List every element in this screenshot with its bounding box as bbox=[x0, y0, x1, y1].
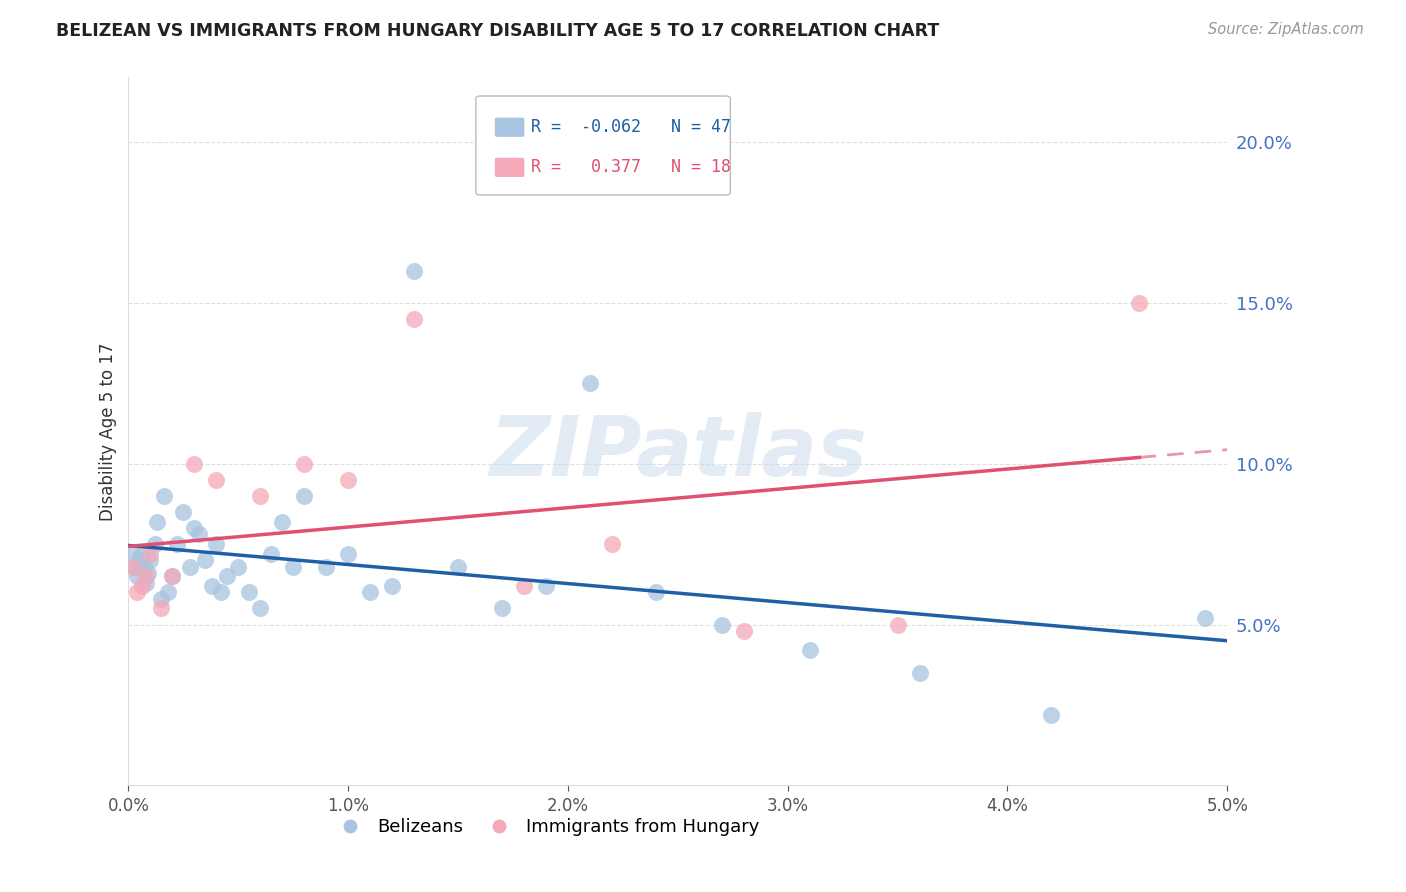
Point bbox=[381, 579, 404, 593]
Point bbox=[228, 559, 250, 574]
Point bbox=[131, 579, 153, 593]
Y-axis label: Disability Age 5 to 17: Disability Age 5 to 17 bbox=[100, 343, 117, 521]
Point bbox=[146, 515, 169, 529]
Point bbox=[183, 457, 205, 471]
Point bbox=[150, 601, 173, 615]
Point bbox=[315, 559, 337, 574]
Point bbox=[128, 553, 150, 567]
Point bbox=[491, 601, 513, 615]
Point bbox=[513, 579, 536, 593]
Point bbox=[209, 585, 232, 599]
Point bbox=[710, 617, 733, 632]
Point bbox=[404, 311, 426, 326]
Text: BELIZEAN VS IMMIGRANTS FROM HUNGARY DISABILITY AGE 5 TO 17 CORRELATION CHART: BELIZEAN VS IMMIGRANTS FROM HUNGARY DISA… bbox=[56, 22, 939, 40]
Point bbox=[157, 585, 180, 599]
Point bbox=[886, 617, 908, 632]
Point bbox=[150, 591, 173, 606]
Point bbox=[127, 569, 149, 583]
Point bbox=[292, 489, 315, 503]
Point bbox=[162, 569, 184, 583]
Point bbox=[205, 473, 228, 487]
Point bbox=[135, 569, 157, 583]
Point bbox=[733, 624, 755, 638]
Point bbox=[132, 559, 155, 574]
Point bbox=[135, 575, 157, 590]
Point bbox=[271, 515, 294, 529]
Point bbox=[908, 665, 931, 680]
Point bbox=[152, 489, 174, 503]
Point bbox=[121, 559, 143, 574]
Point bbox=[172, 505, 194, 519]
Point bbox=[201, 579, 224, 593]
Point bbox=[121, 547, 143, 561]
Point bbox=[359, 585, 381, 599]
Point bbox=[238, 585, 260, 599]
Text: R =   0.377   N = 18: R = 0.377 N = 18 bbox=[530, 159, 731, 177]
Point bbox=[205, 537, 228, 551]
Point bbox=[1128, 295, 1150, 310]
Point bbox=[579, 376, 602, 391]
Point bbox=[249, 601, 271, 615]
Point bbox=[283, 559, 305, 574]
Point bbox=[292, 457, 315, 471]
Point bbox=[337, 547, 360, 561]
Point bbox=[183, 521, 205, 535]
Point bbox=[162, 569, 184, 583]
Point bbox=[139, 547, 162, 561]
Point bbox=[337, 473, 360, 487]
Point bbox=[249, 489, 271, 503]
Legend: Belizeans, Immigrants from Hungary: Belizeans, Immigrants from Hungary bbox=[325, 811, 768, 844]
Point bbox=[404, 263, 426, 277]
Point bbox=[260, 547, 283, 561]
Point bbox=[1040, 707, 1063, 722]
Point bbox=[1194, 611, 1216, 625]
Point bbox=[447, 559, 470, 574]
Point bbox=[799, 643, 821, 657]
Point bbox=[534, 579, 557, 593]
Point bbox=[127, 585, 149, 599]
Point bbox=[139, 553, 162, 567]
Point bbox=[166, 537, 188, 551]
Text: Source: ZipAtlas.com: Source: ZipAtlas.com bbox=[1208, 22, 1364, 37]
Point bbox=[644, 585, 666, 599]
Point bbox=[194, 553, 217, 567]
Text: ZIPatlas: ZIPatlas bbox=[489, 412, 866, 493]
Point bbox=[179, 559, 201, 574]
Text: R =  -0.062   N = 47: R = -0.062 N = 47 bbox=[530, 119, 731, 136]
Point bbox=[136, 566, 159, 580]
Point bbox=[143, 537, 166, 551]
Point bbox=[131, 547, 153, 561]
Point bbox=[217, 569, 239, 583]
Point bbox=[124, 559, 146, 574]
Point bbox=[187, 527, 209, 541]
Point bbox=[600, 537, 623, 551]
